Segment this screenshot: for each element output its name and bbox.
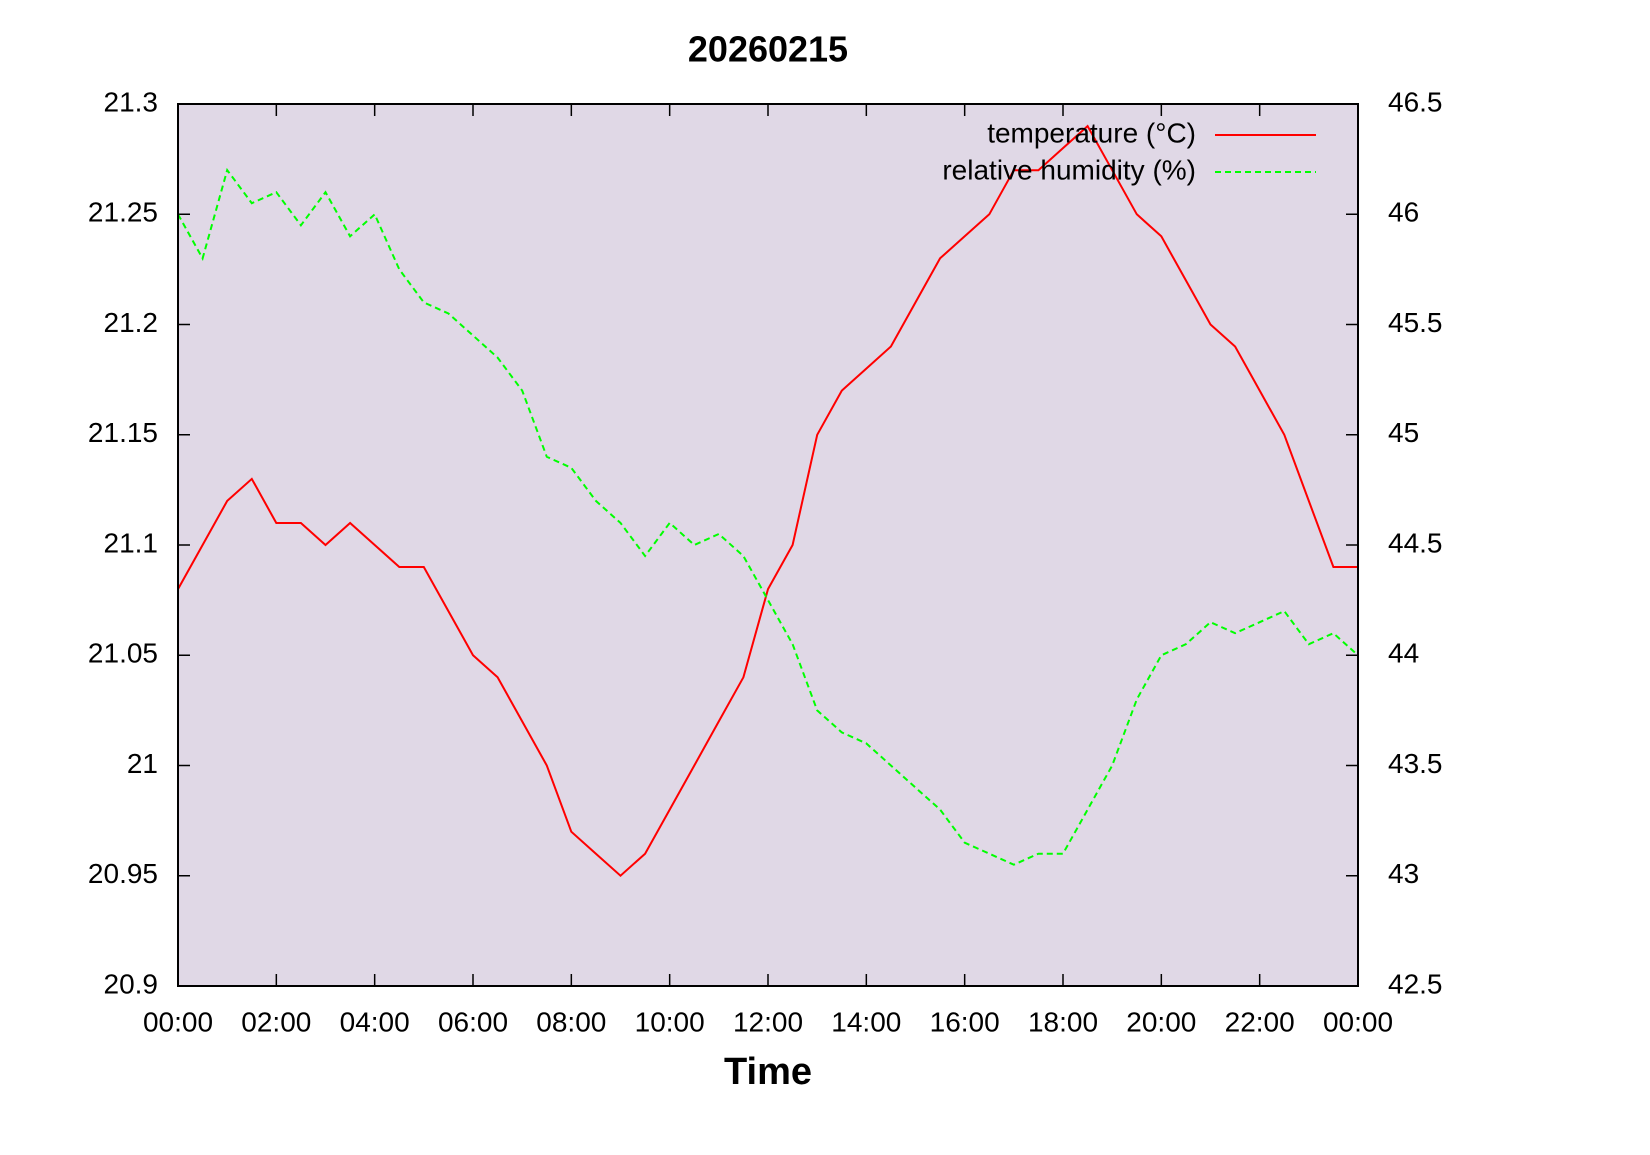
x-axis-label: Time — [724, 1051, 812, 1093]
y2-tick-label: 42.5 — [1388, 968, 1443, 999]
y-tick-label: 20.9 — [104, 968, 159, 999]
x-tick-label: 04:00 — [340, 1006, 410, 1037]
x-tick-label: 00:00 — [1323, 1006, 1393, 1037]
y2-tick-label: 45.5 — [1388, 307, 1443, 338]
x-tick-label: 22:00 — [1225, 1006, 1295, 1037]
legend-label: temperature (°C) — [987, 117, 1196, 148]
y-tick-label: 21 — [127, 748, 158, 779]
x-tick-label: 08:00 — [536, 1006, 606, 1037]
y2-tick-label: 44 — [1388, 638, 1419, 669]
x-tick-label: 02:00 — [241, 1006, 311, 1037]
chart-title: 20260215 — [688, 29, 848, 70]
y2-tick-label: 46 — [1388, 197, 1419, 228]
y2-tick-label: 45 — [1388, 417, 1419, 448]
x-tick-label: 00:00 — [143, 1006, 213, 1037]
plot-frame — [177, 103, 1359, 987]
y-tick-label: 21.1 — [104, 527, 159, 558]
y-tick-label: 21.15 — [88, 417, 158, 448]
y2-tick-label: 43 — [1388, 858, 1419, 889]
y-tick-label: 21.05 — [88, 638, 158, 669]
plot-area — [178, 104, 1358, 986]
y2-tick-label: 43.5 — [1388, 748, 1443, 779]
y2-tick-label: 46.5 — [1388, 86, 1443, 117]
x-tick-label: 16:00 — [930, 1006, 1000, 1037]
y-tick-label: 21.25 — [88, 197, 158, 228]
y-tick-label: 21.3 — [104, 86, 159, 117]
x-tick-label: 20:00 — [1126, 1006, 1196, 1037]
x-tick-label: 06:00 — [438, 1006, 508, 1037]
x-tick-label: 14:00 — [831, 1006, 901, 1037]
x-tick-label: 18:00 — [1028, 1006, 1098, 1037]
y2-tick-label: 44.5 — [1388, 527, 1443, 558]
legend-label: relative humidity (%) — [942, 154, 1196, 185]
x-tick-label: 10:00 — [635, 1006, 705, 1037]
y-tick-label: 20.95 — [88, 858, 158, 889]
y-tick-label: 21.2 — [104, 307, 159, 338]
x-tick-label: 12:00 — [733, 1006, 803, 1037]
series-line — [177, 124, 1358, 878]
